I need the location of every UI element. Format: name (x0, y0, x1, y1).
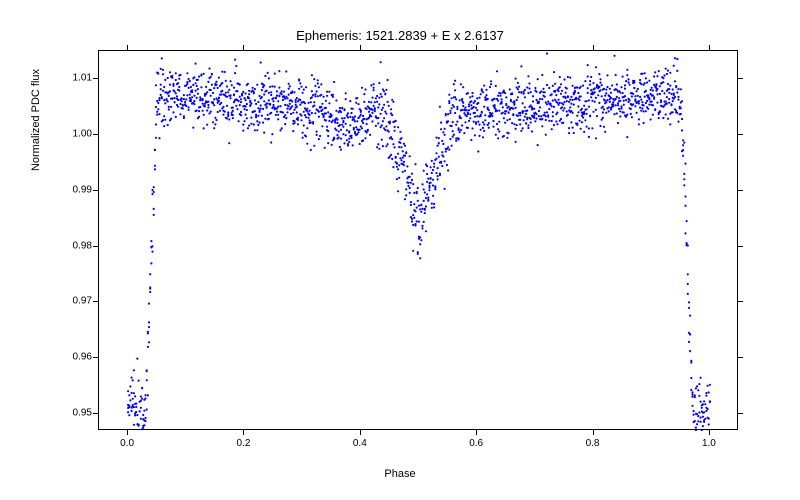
x-tick-mark (127, 45, 128, 50)
y-tick-label: 0.98 (58, 240, 92, 251)
y-axis-label: Normalized PDC flux (30, 0, 42, 310)
x-tick-mark (476, 430, 477, 435)
chart-title: Ephemeris: 1521.2839 + E x 2.6137 (0, 28, 800, 43)
x-tick-label: 0.4 (353, 438, 367, 449)
x-tick-label: 1.0 (702, 438, 716, 449)
y-tick-mark (738, 301, 743, 302)
x-tick-mark (360, 430, 361, 435)
y-tick-label: 0.96 (58, 352, 92, 363)
y-tick-mark (738, 190, 743, 191)
y-tick-mark (738, 78, 743, 79)
x-tick-mark (709, 430, 710, 435)
x-tick-label: 0.6 (469, 438, 483, 449)
y-tick-mark (93, 413, 98, 414)
x-tick-mark (243, 45, 244, 50)
x-tick-mark (127, 430, 128, 435)
y-tick-mark (738, 246, 743, 247)
y-tick-mark (738, 134, 743, 135)
x-tick-mark (243, 430, 244, 435)
y-tick-label: 1.00 (58, 128, 92, 139)
x-tick-mark (476, 45, 477, 50)
y-tick-mark (738, 357, 743, 358)
x-tick-mark (593, 45, 594, 50)
y-tick-mark (93, 78, 98, 79)
y-tick-mark (93, 134, 98, 135)
y-tick-label: 0.95 (58, 408, 92, 419)
y-tick-mark (93, 301, 98, 302)
x-tick-label: 0.0 (120, 438, 134, 449)
x-tick-label: 0.2 (237, 438, 251, 449)
axes-box (98, 50, 738, 430)
scatter-plot (99, 51, 739, 431)
x-tick-mark (593, 430, 594, 435)
x-tick-mark (709, 45, 710, 50)
y-tick-label: 1.01 (58, 72, 92, 83)
x-tick-label: 0.8 (586, 438, 600, 449)
figure: Ephemeris: 1521.2839 + E x 2.6137 Phase … (0, 0, 800, 500)
y-tick-mark (93, 190, 98, 191)
y-tick-mark (93, 246, 98, 247)
y-tick-mark (738, 413, 743, 414)
x-axis-label: Phase (0, 468, 800, 480)
y-tick-label: 0.99 (58, 184, 92, 195)
y-tick-label: 0.97 (58, 296, 92, 307)
y-tick-mark (93, 357, 98, 358)
x-tick-mark (360, 45, 361, 50)
